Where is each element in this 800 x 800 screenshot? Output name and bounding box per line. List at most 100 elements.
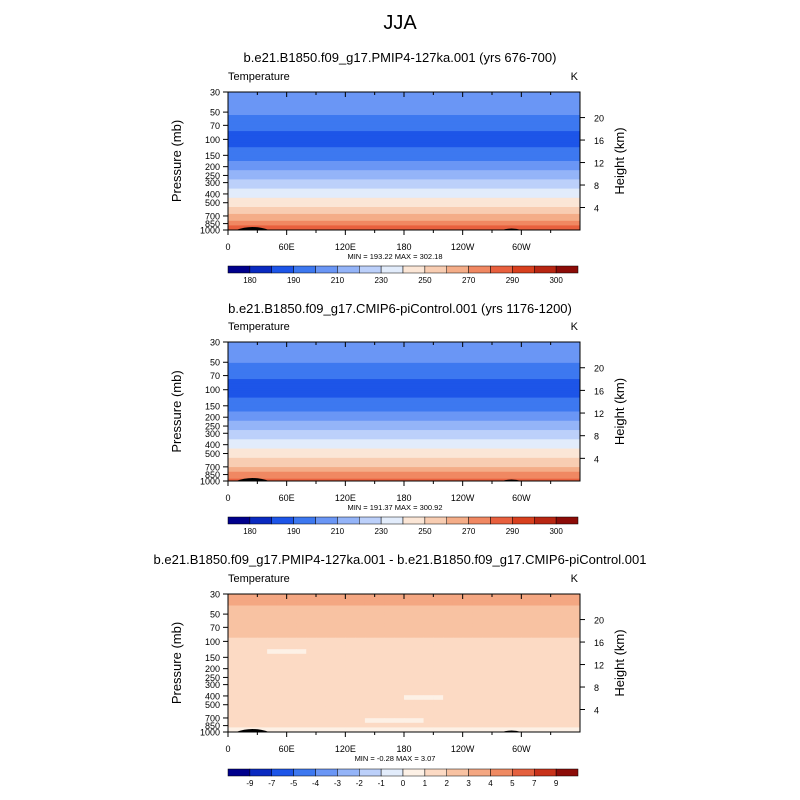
contour-cell (247, 649, 258, 652)
contour-cell (443, 727, 454, 731)
contour-cell (237, 686, 249, 689)
contour-cell (521, 617, 532, 620)
contour-cell (345, 658, 356, 662)
contour-cell (355, 665, 366, 669)
contour-cell (355, 600, 366, 604)
contour-cell (501, 660, 513, 664)
contour-cell (531, 709, 542, 712)
contour-cell (540, 630, 552, 634)
contour-cell (521, 672, 532, 675)
contour-cell (550, 722, 561, 726)
panel-right-label: K (571, 573, 579, 585)
contour-cell (443, 628, 454, 632)
contour-cell (472, 596, 483, 600)
contour-cell (237, 727, 249, 731)
contour-cell (472, 621, 483, 625)
contour-cell (404, 610, 415, 613)
contour-cell (492, 617, 503, 620)
contour-cell (570, 598, 581, 602)
contour-cell (570, 628, 581, 632)
colorbar-box (227, 265, 251, 274)
contour-cell (452, 674, 464, 678)
contour-cell (306, 630, 317, 634)
contour-band (228, 135, 580, 139)
contour-cell (286, 656, 297, 659)
contour-cell (286, 688, 297, 692)
contour-cell (345, 715, 356, 719)
contour-cell (492, 704, 503, 708)
contour-cell (404, 630, 415, 634)
contour-cell (472, 729, 483, 733)
contour-cell (325, 635, 337, 639)
contour-cell (306, 729, 317, 733)
contour-cell (452, 672, 464, 675)
contour-cell (531, 720, 542, 724)
contour-cell (247, 718, 258, 721)
contour-cell (306, 683, 317, 687)
contour-cell (228, 663, 239, 666)
contour-cell (335, 676, 346, 680)
contour-cell (237, 600, 249, 604)
contour-cell (472, 598, 483, 602)
contour-cell (413, 646, 425, 650)
contour-cell (570, 718, 581, 721)
contour-cell (364, 722, 376, 726)
contour-cell (384, 594, 395, 597)
contour-cell (521, 612, 532, 616)
contour-cell (492, 697, 503, 701)
contour-cell (531, 665, 542, 669)
contour-band (228, 478, 580, 482)
contour-cell (521, 688, 532, 692)
contour-cell (267, 656, 278, 659)
contour-band (228, 213, 580, 217)
contour-cell (511, 607, 522, 611)
contour-cell (560, 679, 571, 682)
contour-cell (247, 672, 258, 675)
contour-cell (443, 663, 454, 666)
contour-cell (374, 633, 385, 636)
colorbar-label: 190 (287, 527, 301, 536)
contour-cell (306, 598, 317, 602)
contour-cell (325, 690, 337, 694)
contour-cell (404, 619, 415, 623)
contour-cell (374, 605, 385, 609)
contour-cell (355, 630, 366, 634)
contour-band (228, 395, 580, 399)
contour-cell (560, 665, 571, 669)
colorbar-label: 230 (374, 527, 388, 536)
contour-cell (511, 637, 522, 641)
contour-cell (482, 646, 493, 650)
contour-cell (501, 706, 513, 710)
contour-cell (482, 621, 493, 625)
contour-cell (394, 635, 405, 639)
contour-cell (228, 621, 239, 625)
contour-cell (316, 686, 327, 689)
contour-cell (550, 612, 561, 616)
contour-band (228, 202, 580, 206)
contour-cell (316, 653, 327, 657)
contour-cell (384, 667, 395, 671)
contour-cell (521, 729, 532, 733)
contour-cell (345, 722, 356, 726)
height-tick-label: 16 (594, 136, 604, 146)
contour-cell (433, 709, 444, 712)
contour-cell (345, 697, 356, 701)
contour-cell (482, 699, 493, 703)
contour-cell (501, 727, 513, 731)
contour-cell (482, 727, 493, 731)
contour-cell (452, 612, 464, 616)
contour-cell (570, 605, 581, 609)
contour-cell (286, 653, 297, 657)
contour-cell (433, 676, 444, 680)
contour-cell (374, 630, 385, 634)
contour-cell (237, 626, 249, 629)
contour-cell (228, 660, 239, 664)
contour-cell (482, 713, 493, 717)
contour-cell (492, 637, 503, 641)
contour-cell (228, 686, 239, 689)
contour-cell (384, 605, 395, 609)
contour-cell (570, 612, 581, 616)
y-tick-label: 50 (210, 610, 220, 620)
contour-cell (482, 594, 493, 597)
contour-cell (492, 628, 503, 632)
